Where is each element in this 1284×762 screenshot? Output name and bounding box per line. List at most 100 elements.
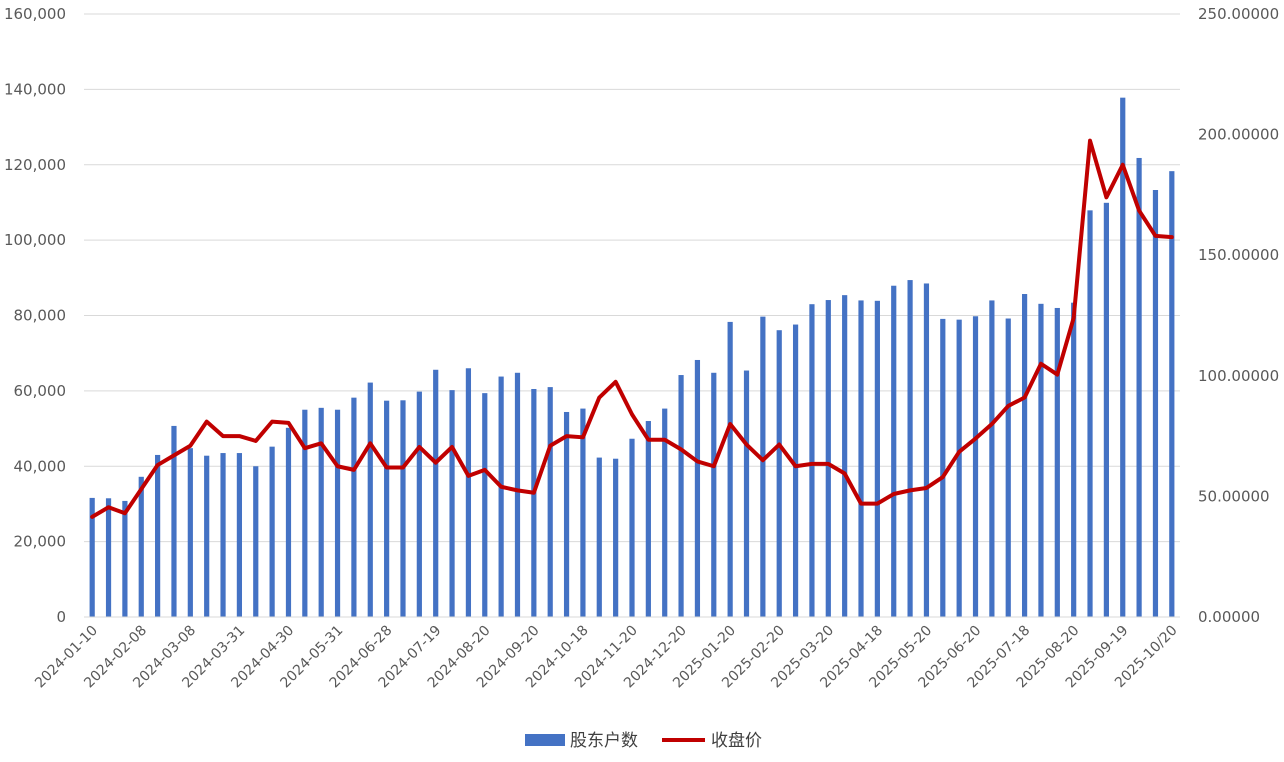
line-point xyxy=(368,441,372,445)
bar xyxy=(220,453,226,617)
bar xyxy=(678,375,684,617)
bar xyxy=(563,411,570,617)
line-point xyxy=(597,395,601,400)
line-point xyxy=(646,438,650,442)
line-point xyxy=(614,380,618,384)
left-tick-label: 160,000 xyxy=(4,5,66,23)
bar xyxy=(629,438,635,617)
bar xyxy=(367,382,373,617)
line-point xyxy=(286,421,291,425)
left-tick-label: 0 xyxy=(56,608,66,626)
bar xyxy=(1136,157,1142,617)
bar xyxy=(89,497,95,617)
legend-line-label: 收盘价 xyxy=(711,731,762,751)
bar xyxy=(1120,97,1126,617)
bar xyxy=(1071,302,1077,617)
bar xyxy=(236,453,243,617)
bar xyxy=(1103,202,1109,617)
bar xyxy=(711,372,717,617)
line-point xyxy=(1022,395,1027,400)
bar xyxy=(482,393,488,617)
bar xyxy=(1038,303,1044,617)
bar xyxy=(187,448,193,617)
bar xyxy=(122,500,128,617)
line-point xyxy=(1153,234,1158,238)
bar xyxy=(989,300,995,617)
bar xyxy=(1087,210,1093,617)
bar xyxy=(645,421,651,617)
line-point xyxy=(761,458,765,462)
right-tick-label: 50.00000 xyxy=(1198,487,1270,505)
line-point xyxy=(1072,316,1076,320)
line-point xyxy=(319,441,323,445)
line-point xyxy=(793,464,798,468)
bar xyxy=(874,300,880,617)
line-point xyxy=(728,422,732,426)
line-point xyxy=(270,420,274,424)
bar xyxy=(694,359,701,617)
left-tick-label: 100,000 xyxy=(4,231,66,249)
bar xyxy=(842,295,848,617)
bar xyxy=(269,446,275,617)
bar xyxy=(105,498,112,617)
line-point xyxy=(172,453,176,457)
bar xyxy=(334,409,341,617)
right-tick-label: 150.00000 xyxy=(1198,246,1279,264)
bar xyxy=(760,316,766,617)
bar xyxy=(662,408,668,617)
bar xyxy=(400,400,406,617)
line-point xyxy=(810,462,814,466)
bar xyxy=(1169,171,1175,618)
line-point xyxy=(303,446,307,450)
bar xyxy=(1021,294,1028,617)
line-point xyxy=(843,471,847,476)
bar xyxy=(155,454,161,617)
line-point xyxy=(237,434,242,438)
line-point xyxy=(401,465,405,470)
bar xyxy=(465,368,472,617)
left-y-axis: 0 20,000 40,000 60,000 80,000 100,000 120,000 1… xyxy=(4,5,66,626)
bar xyxy=(972,316,979,617)
line-point xyxy=(1055,372,1059,377)
line-point xyxy=(859,502,863,506)
bar xyxy=(580,408,586,617)
line-point xyxy=(1006,404,1010,408)
line-point xyxy=(188,444,192,448)
bar xyxy=(1152,190,1159,618)
line-point xyxy=(679,447,683,451)
line-point xyxy=(450,445,454,449)
line-point xyxy=(712,464,716,468)
bar xyxy=(1054,307,1060,617)
left-tick-label: 20,000 xyxy=(14,533,67,551)
bar xyxy=(727,321,733,617)
line-point xyxy=(499,485,503,489)
line-point xyxy=(941,475,945,479)
line-point xyxy=(385,465,389,470)
line-point xyxy=(335,464,340,468)
bar xyxy=(384,400,390,617)
right-tick-label: 100.00000 xyxy=(1198,367,1279,385)
line-point xyxy=(139,487,143,491)
line-point xyxy=(1104,195,1108,199)
bar xyxy=(138,476,144,617)
bar xyxy=(318,407,324,617)
bar-series-股东户数 xyxy=(89,97,1175,618)
line-point xyxy=(205,420,209,424)
bar xyxy=(285,427,292,617)
line-point xyxy=(1088,139,1092,143)
bar xyxy=(940,318,946,617)
bar xyxy=(253,466,259,617)
bar xyxy=(858,300,864,617)
right-y-axis: 0.00000 50.00000 100.00000 150.00000 200.000… xyxy=(1198,5,1279,626)
x-axis: 2024-01-102024-02-082024-03-082024-03-31… xyxy=(32,616,1181,691)
line-point xyxy=(466,474,471,478)
line-point xyxy=(548,444,552,448)
line-point xyxy=(777,442,781,447)
line-point xyxy=(908,488,912,492)
bar xyxy=(204,455,210,617)
bar xyxy=(825,300,831,617)
bar xyxy=(613,458,619,617)
line-series-收盘价 xyxy=(90,138,1174,519)
